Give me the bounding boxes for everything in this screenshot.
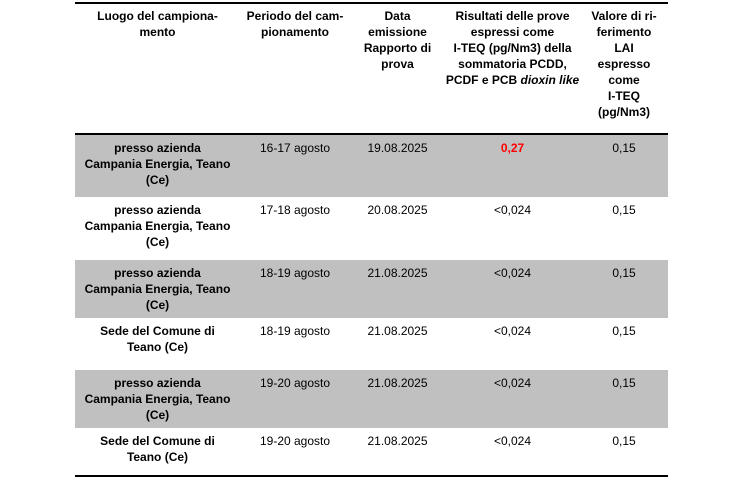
cell-luogo: presso azienda Campania Energia, Teano (…	[84, 266, 231, 312]
table-row: presso azienda Campania Energia, Teano (…	[75, 135, 668, 197]
cell-periodo: 17-18 agosto	[259, 203, 331, 217]
cell-luogo: Sede del Comune di Teano (Ce)	[100, 324, 215, 354]
table-row: presso azienda Campania Energia, Teano (…	[75, 197, 668, 260]
column-header-risultati-text: Risultati delle prove espressi come I-TE…	[445, 9, 572, 87]
column-header-risultati-italic: dioxin like	[520, 73, 580, 87]
sampling-results-table: Luogo del campiona- mento Periodo del ca…	[75, 2, 668, 477]
column-header-periodo: Periodo del cam- pionamento	[246, 9, 344, 39]
table-row: Sede del Comune di Teano (Ce) 18-19 agos…	[75, 318, 668, 370]
cell-risultato: <0,024	[493, 376, 532, 390]
cell-periodo: 19-20 agosto	[259, 376, 331, 390]
cell-risultato: <0,024	[493, 203, 532, 217]
cell-data-emissione: 21.08.2025	[367, 266, 428, 280]
cell-valore-riferimento: 0,15	[612, 266, 636, 280]
cell-periodo: 16-17 agosto	[259, 141, 331, 155]
cell-risultato: <0,024	[493, 324, 532, 338]
column-header-data-emissione: Data emissione Rapporto di prova	[363, 9, 432, 71]
cell-valore-riferimento: 0,15	[612, 434, 636, 448]
cell-data-emissione: 21.08.2025	[367, 324, 428, 338]
cell-valore-riferimento: 0,15	[612, 141, 636, 155]
cell-valore-riferimento: 0,15	[612, 203, 636, 217]
cell-periodo: 19-20 agosto	[259, 434, 331, 448]
table-row: Sede del Comune di Teano (Ce) 19-20 agos…	[75, 428, 668, 475]
cell-data-emissione: 20.08.2025	[367, 203, 428, 217]
cell-data-emissione: 19.08.2025	[367, 141, 428, 155]
table-row: presso azienda Campania Energia, Teano (…	[75, 260, 668, 318]
cell-data-emissione: 21.08.2025	[367, 434, 428, 448]
cell-risultato-exceedance: 0,27	[500, 141, 525, 155]
cell-valore-riferimento: 0,15	[612, 324, 636, 338]
cell-risultato: <0,024	[493, 266, 532, 280]
cell-luogo: presso azienda Campania Energia, Teano (…	[84, 141, 231, 187]
column-header-risultati: Risultati delle prove espressi come I-TE…	[445, 4, 580, 133]
cell-valore-riferimento: 0,15	[612, 376, 636, 390]
cell-periodo: 18-19 agosto	[259, 266, 331, 280]
cell-periodo: 18-19 agosto	[259, 324, 331, 338]
column-header-luogo: Luogo del campiona- mento	[97, 9, 218, 39]
cell-luogo: Sede del Comune di Teano (Ce)	[100, 434, 215, 464]
table-row: presso azienda Campania Energia, Teano (…	[75, 370, 668, 428]
cell-luogo: presso azienda Campania Energia, Teano (…	[84, 203, 231, 249]
cell-risultato: <0,024	[493, 434, 532, 448]
cell-luogo: presso azienda Campania Energia, Teano (…	[84, 376, 231, 422]
table-header-row: Luogo del campiona- mento Periodo del ca…	[75, 4, 668, 135]
cell-data-emissione: 21.08.2025	[367, 376, 428, 390]
column-header-valore-riferimento: Valore di ri- ferimento LAI espresso com…	[591, 9, 657, 119]
